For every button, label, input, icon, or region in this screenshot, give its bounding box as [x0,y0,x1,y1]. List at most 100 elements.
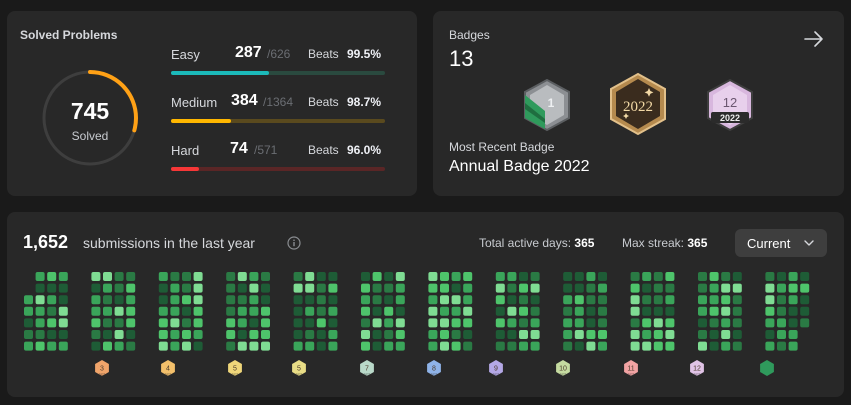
annual-badge-2022-icon[interactable]: 2022 [605,71,671,137]
heatmap-day-cell[interactable] [665,283,675,293]
heatmap-day-cell[interactable] [91,306,101,316]
heatmap-day-cell[interactable] [103,272,112,281]
heatmap-day-cell[interactable] [328,295,338,305]
heatmap-day-cell[interactable] [193,283,203,293]
heatmap-day-cell[interactable] [530,283,540,293]
heatmap-day-cell[interactable] [261,341,270,351]
heatmap-day-cell[interactable] [170,306,180,316]
heatmap-day-cell[interactable] [170,283,180,293]
one-year-badge-icon[interactable]: 1 [519,77,575,133]
heatmap-day-cell[interactable] [698,306,707,316]
period-select[interactable]: Current [735,229,827,257]
heatmap-day-cell[interactable] [586,295,596,305]
heatmap-day-cell[interactable] [495,295,505,305]
heatmap-day-cell[interactable] [788,318,798,328]
heatmap-day-cell[interactable] [361,318,370,328]
heatmap-day-cell[interactable] [507,330,517,339]
heatmap-day-cell[interactable] [732,272,742,281]
heatmap-day-cell[interactable] [361,295,370,305]
heatmap-day-cell[interactable] [47,295,57,305]
heatmap-day-cell[interactable] [24,330,33,339]
heatmap-day-cell[interactable] [630,283,640,293]
heatmap-day-cell[interactable] [372,330,382,339]
heatmap-day-cell[interactable] [519,318,528,328]
heatmap-day-cell[interactable] [237,330,247,339]
heatmap-day-cell[interactable] [126,283,136,293]
heatmap-day-cell[interactable] [103,318,112,328]
heatmap-day-cell[interactable] [563,283,573,293]
heatmap-day-cell[interactable] [653,295,663,305]
heatmap-day-cell[interactable] [440,330,449,339]
heatmap-day-cell[interactable] [226,318,236,328]
heatmap-day-cell[interactable] [182,341,191,351]
heatmap-day-cell[interactable] [721,295,731,305]
heatmap-day-cell[interactable] [305,283,315,293]
heatmap-day-cell[interactable] [58,283,68,293]
heatmap-day-cell[interactable] [58,295,68,305]
heatmap-day-cell[interactable] [182,272,191,281]
heatmap-day-cell[interactable] [788,330,798,339]
heatmap-day-cell[interactable] [384,330,394,339]
heatmap-day-cell[interactable] [58,330,68,339]
heatmap-day-cell[interactable] [698,283,707,293]
heatmap-day-cell[interactable] [665,330,675,339]
heatmap-day-cell[interactable] [721,318,731,328]
heatmap-day-cell[interactable] [777,318,786,328]
heatmap-day-cell[interactable] [395,283,405,293]
heatmap-day-cell[interactable] [91,295,101,305]
heatmap-day-cell[interactable] [451,295,461,305]
heatmap-day-cell[interactable] [91,318,101,328]
heatmap-day-cell[interactable] [732,306,742,316]
heatmap-day-cell[interactable] [328,330,338,339]
heatmap-day-cell[interactable] [451,341,461,351]
heatmap-day-cell[interactable] [395,330,405,339]
heatmap-day-cell[interactable] [440,295,449,305]
heatmap-day-cell[interactable] [665,306,675,316]
heatmap-day-cell[interactable] [721,341,731,351]
heatmap-day-cell[interactable] [328,318,338,328]
heatmap-day-cell[interactable] [249,306,259,316]
heatmap-day-cell[interactable] [114,306,124,316]
heatmap-day-cell[interactable] [193,318,203,328]
heatmap-day-cell[interactable] [316,306,326,316]
heatmap-day-cell[interactable] [384,272,394,281]
heatmap-day-cell[interactable] [765,272,775,281]
heatmap-day-cell[interactable] [463,318,473,328]
heatmap-day-cell[interactable] [372,306,382,316]
heatmap-day-cell[interactable] [777,330,786,339]
heatmap-day-cell[interactable] [586,318,596,328]
heatmap-day-cell[interactable] [563,295,573,305]
heatmap-day-cell[interactable] [586,330,596,339]
heatmap-day-cell[interactable] [777,295,786,305]
heatmap-day-cell[interactable] [495,330,505,339]
heatmap-day-cell[interactable] [519,341,528,351]
heatmap-day-cell[interactable] [698,272,707,281]
heatmap-day-cell[interactable] [519,283,528,293]
heatmap-day-cell[interactable] [765,341,775,351]
heatmap-day-cell[interactable] [574,283,584,293]
heatmap-day-cell[interactable] [91,330,101,339]
heatmap-day-cell[interactable] [598,330,607,339]
heatmap-day-cell[interactable] [35,341,45,351]
heatmap-day-cell[interactable] [24,318,33,328]
heatmap-day-cell[interactable] [226,341,236,351]
heatmap-day-cell[interactable] [249,341,259,351]
heatmap-day-cell[interactable] [530,306,540,316]
heatmap-day-cell[interactable] [293,283,303,293]
heatmap-day-cell[interactable] [182,318,191,328]
heatmap-day-cell[interactable] [563,272,573,281]
info-icon[interactable] [287,236,301,250]
heatmap-day-cell[interactable] [642,295,652,305]
heatmap-day-cell[interactable] [519,272,528,281]
heatmap-day-cell[interactable] [788,295,798,305]
heatmap-day-cell[interactable] [35,306,45,316]
heatmap-day-cell[interactable] [103,295,112,305]
heatmap-day-cell[interactable] [372,272,382,281]
heatmap-day-cell[interactable] [698,318,707,328]
most-recent-badge-name[interactable]: Annual Badge 2022 [449,158,590,175]
heatmap-day-cell[interactable] [35,272,45,281]
heatmap-day-cell[interactable] [653,330,663,339]
heatmap-day-cell[interactable] [316,295,326,305]
heatmap-day-cell[interactable] [103,283,112,293]
